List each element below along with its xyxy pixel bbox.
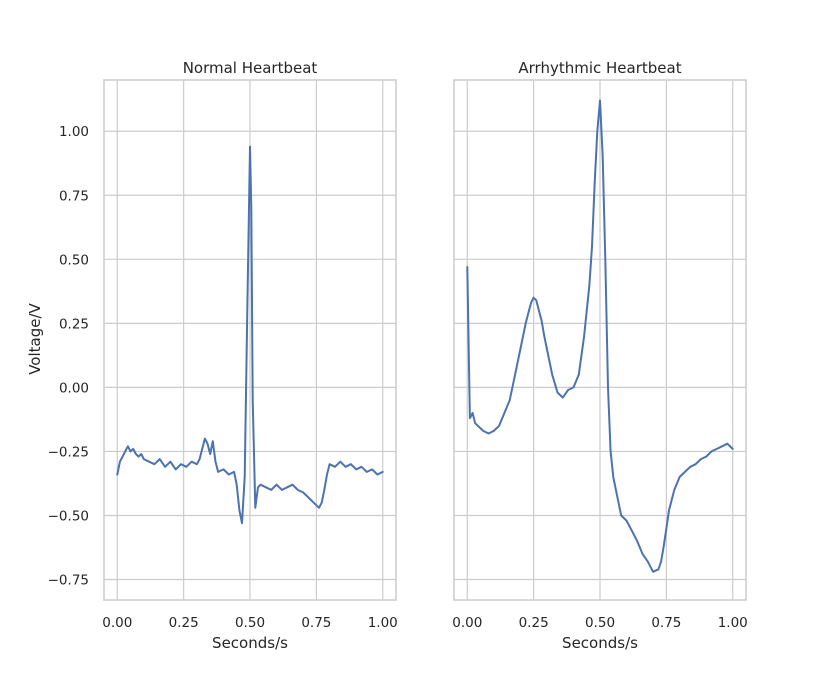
ecg-trace-line [466,99,734,573]
y-tick-label: −0.75 [48,573,89,589]
y-tick-label: 0.25 [59,316,89,332]
y-tick-label: −0.25 [48,444,89,460]
x-tick-label: 0.25 [169,615,199,631]
x-tick-label: 0.50 [235,615,265,631]
y-tick-label: −0.50 [48,508,89,524]
x-tick-label: 0.75 [651,615,681,631]
x-tick-label: 0.50 [585,615,615,631]
y-axis-label: Voltage/V [26,302,44,374]
plot-frame [103,79,397,601]
x-tick-label: 0.00 [102,615,132,631]
x-tick-label: 1.00 [368,615,398,631]
chart-title: Arrhythmic Heartbeat [518,59,681,77]
x-tick-label: 0.75 [301,615,331,631]
x-tick-label: 1.00 [718,615,748,631]
ecg-trace-line [116,145,384,525]
y-tick-label: 0.00 [59,380,89,396]
x-axis-label: Seconds/s [562,634,638,652]
plot-frame [453,79,747,601]
normal-heartbeat-chart: 0.00 0.25 0.50 0.75 1.00 −0.75 −0.50 −0.25 0.00 0… [48,59,398,652]
x-tick-label: 0.00 [452,615,482,631]
x-axis-label: Seconds/s [212,634,288,652]
x-tick-label: 0.25 [519,615,549,631]
y-tick-label: 1.00 [59,124,89,140]
arrhythmic-heartbeat-chart: 0.00 0.25 0.50 0.75 1.00 Arrhythmic Heartbeat… [452,59,748,652]
y-tick-label: 0.75 [59,188,89,204]
y-tick-label: 0.50 [59,252,89,268]
chart-title: Normal Heartbeat [183,59,318,77]
